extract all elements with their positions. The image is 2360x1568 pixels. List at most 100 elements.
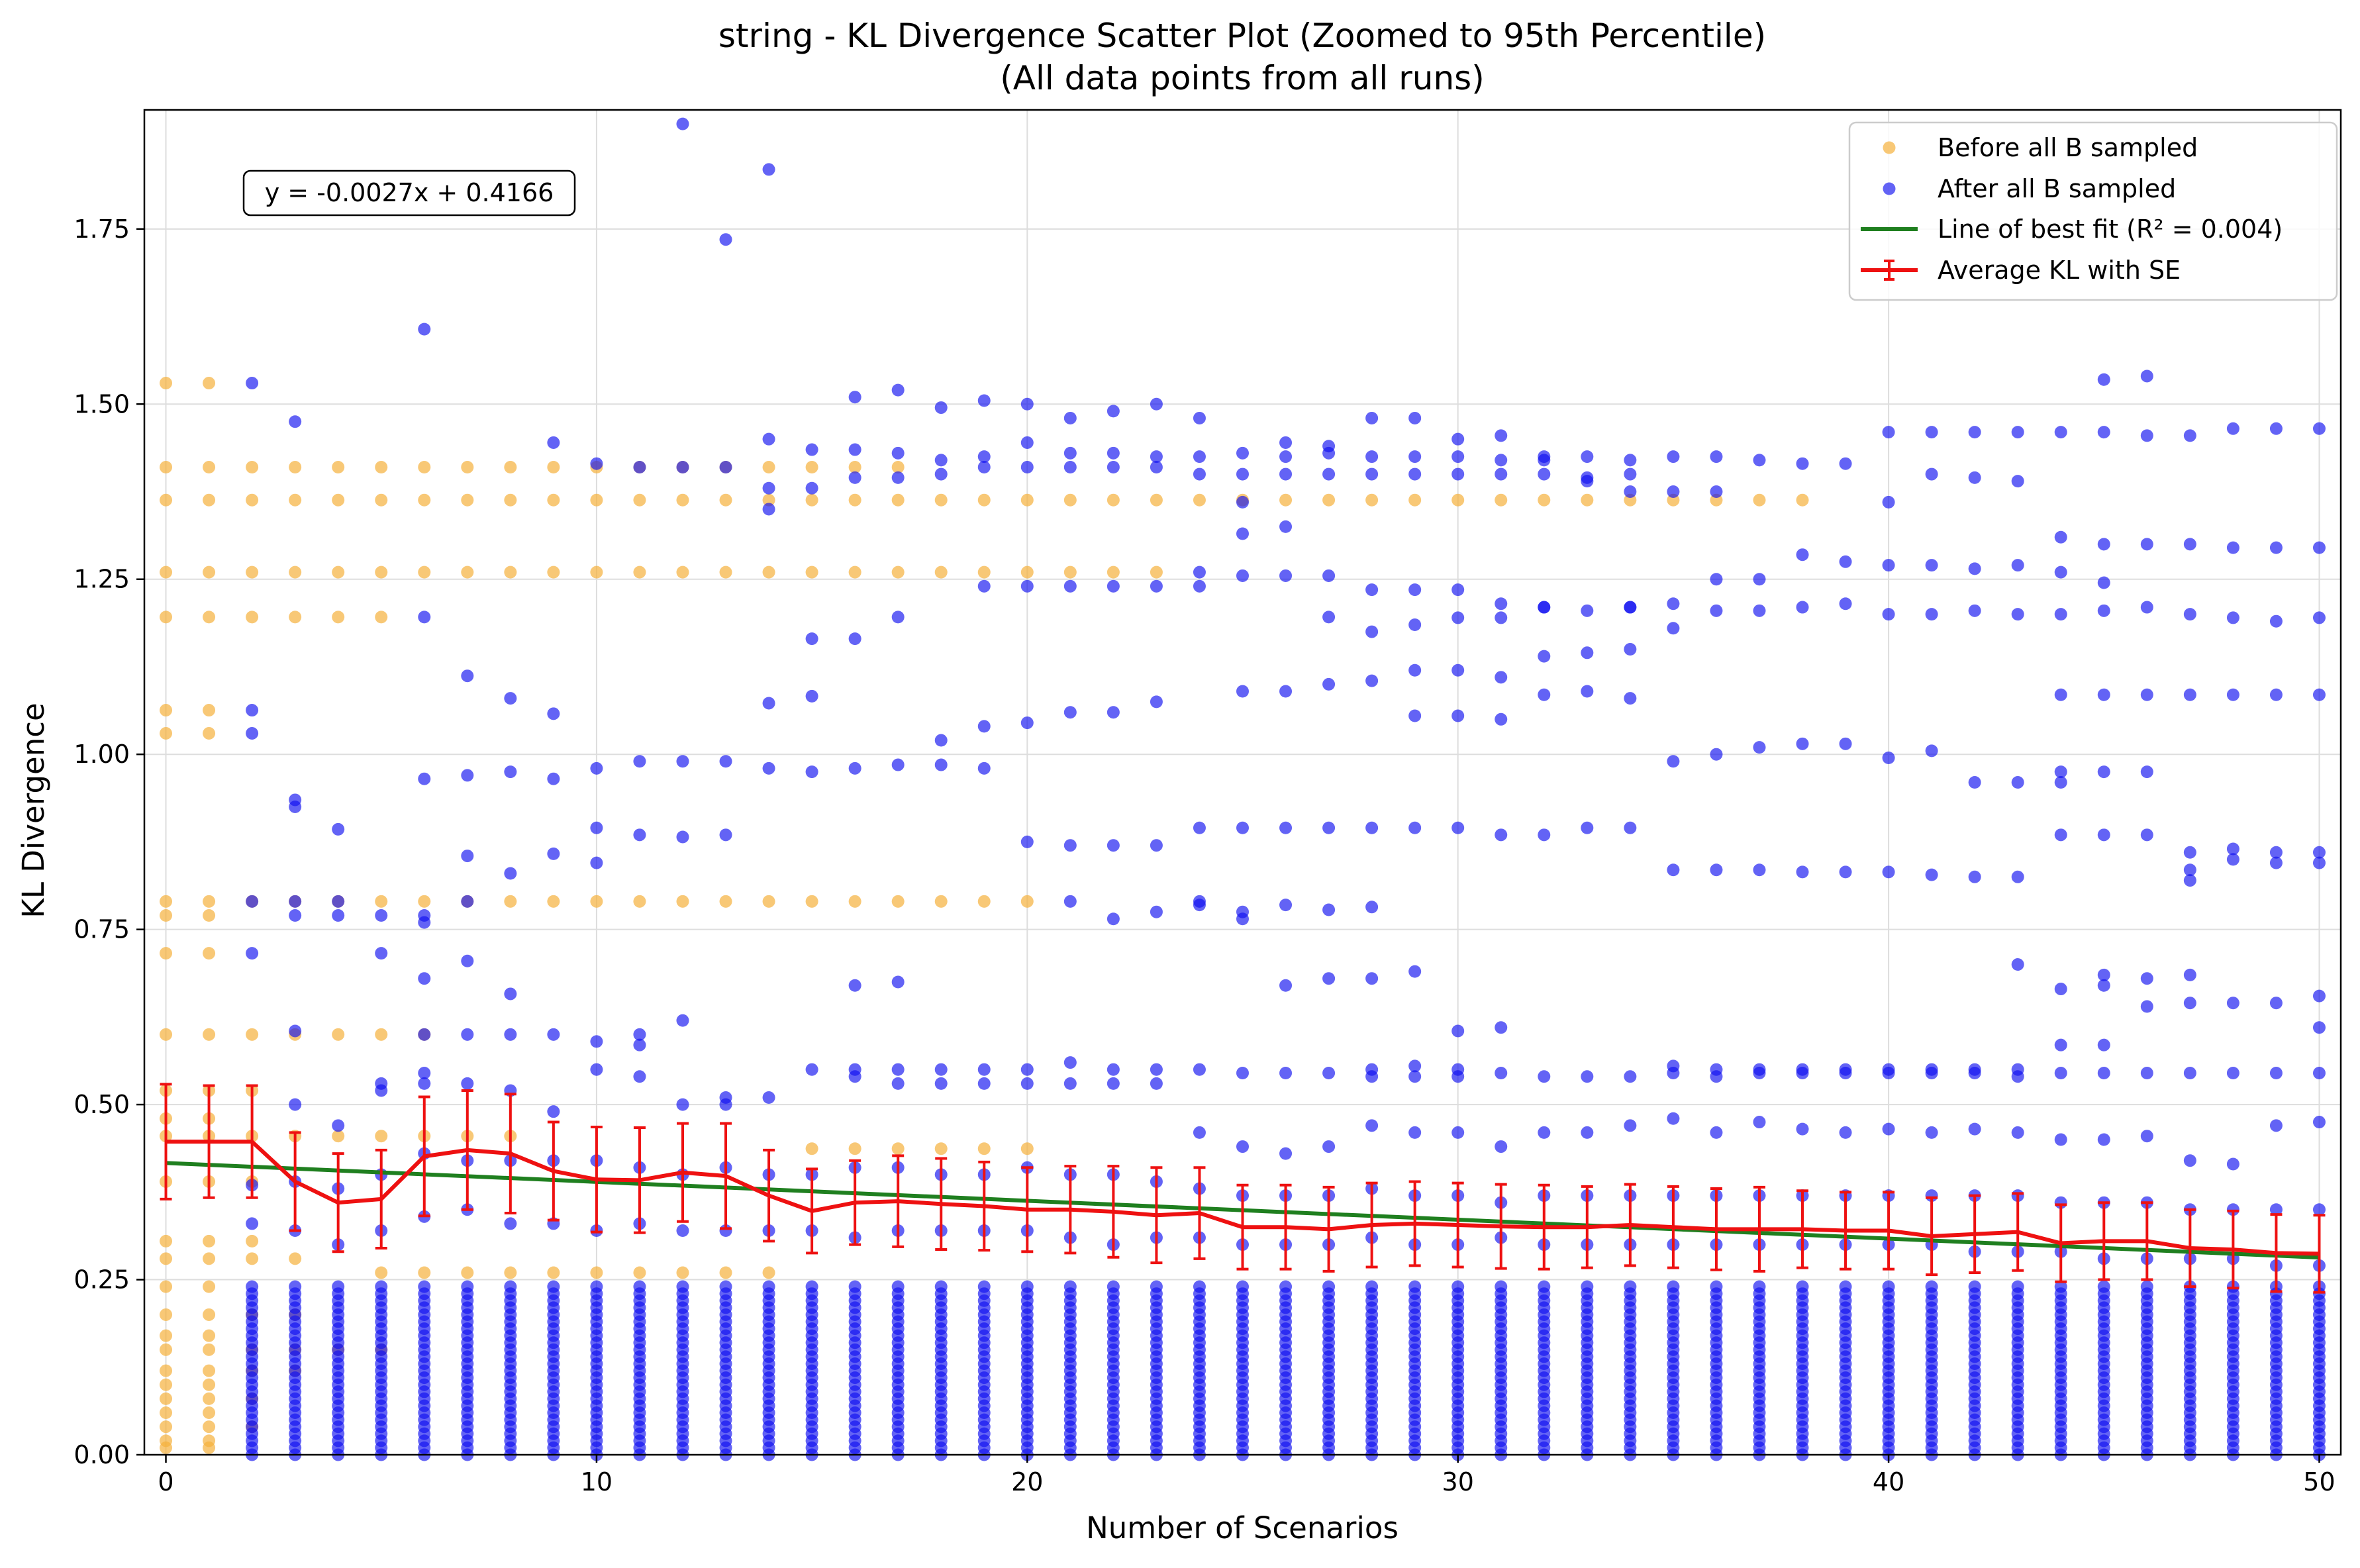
point-after xyxy=(1365,972,1379,985)
point-after xyxy=(1796,457,1809,470)
point-after xyxy=(1495,1280,1508,1293)
point-after xyxy=(1365,901,1379,914)
point-after xyxy=(848,1070,861,1083)
point-after xyxy=(805,1280,818,1293)
average-line-layer xyxy=(160,1083,2326,1294)
point-before xyxy=(504,565,517,579)
point-after xyxy=(848,1280,861,1293)
point-after xyxy=(1408,618,1422,631)
point-after xyxy=(461,669,474,683)
point-after xyxy=(1753,741,1766,754)
legend-marker-before xyxy=(1883,141,1896,154)
point-after xyxy=(848,391,861,404)
point-before xyxy=(633,1266,646,1279)
point-before xyxy=(203,947,216,960)
point-after xyxy=(1925,559,1938,572)
legend-errorbar-sample xyxy=(1861,260,1918,281)
point-before xyxy=(203,1364,216,1377)
point-before xyxy=(504,1266,517,1279)
point-after xyxy=(289,908,302,922)
point-before xyxy=(418,460,431,473)
point-after xyxy=(504,1217,517,1230)
point-after xyxy=(2054,565,2067,579)
point-after xyxy=(1882,865,1895,879)
point-before xyxy=(160,1234,173,1248)
point-after xyxy=(891,611,905,624)
point-after xyxy=(2183,997,2196,1010)
point-before xyxy=(934,565,948,579)
point-after xyxy=(2011,1280,2024,1293)
point-after xyxy=(289,895,302,908)
point-after xyxy=(2226,611,2239,624)
point-after xyxy=(1063,839,1077,852)
point-before xyxy=(891,460,905,473)
point-after xyxy=(1495,712,1508,726)
point-after xyxy=(1968,562,1981,575)
point-after xyxy=(2312,1203,2326,1216)
point-after xyxy=(504,765,517,779)
point-after xyxy=(2054,828,2067,842)
point-after xyxy=(547,1028,560,1041)
point-after xyxy=(2312,856,2326,869)
point-after xyxy=(246,947,259,960)
point-after xyxy=(1581,475,1594,488)
point-after xyxy=(2097,604,2110,617)
point-after xyxy=(547,772,560,785)
point-before xyxy=(762,895,775,908)
point-before xyxy=(762,1266,775,1279)
point-after xyxy=(1882,1066,1895,1079)
point-before xyxy=(547,460,560,473)
point-before xyxy=(375,895,388,908)
point-before xyxy=(977,493,991,507)
point-after xyxy=(1193,1280,1206,1293)
point-after xyxy=(719,755,732,768)
legend-label-before: Before all B sampled xyxy=(1938,133,2198,162)
point-after xyxy=(1150,397,1163,411)
point-after xyxy=(418,322,431,336)
point-after xyxy=(1624,1070,1637,1083)
point-after xyxy=(2054,765,2067,779)
point-after xyxy=(676,1014,689,1027)
point-after xyxy=(633,828,646,842)
point-after xyxy=(2011,608,2024,621)
point-after xyxy=(977,720,991,733)
point-after xyxy=(1150,695,1163,709)
point-before xyxy=(332,460,345,473)
point-after xyxy=(1538,601,1551,614)
point-after xyxy=(246,1217,259,1230)
point-after xyxy=(1365,1070,1379,1083)
point-before xyxy=(1063,565,1077,579)
point-after xyxy=(1796,1066,1809,1079)
point-after xyxy=(1063,1056,1077,1069)
point-after xyxy=(1667,1112,1680,1125)
point-after xyxy=(2269,997,2283,1010)
point-before xyxy=(762,565,775,579)
point-after xyxy=(1322,903,1336,916)
point-after xyxy=(1968,870,1981,883)
point-after xyxy=(1882,751,1895,764)
point-before xyxy=(332,1028,345,1041)
point-after xyxy=(1710,1280,1723,1293)
point-after xyxy=(1063,446,1077,460)
point-after xyxy=(2183,846,2196,859)
point-after xyxy=(1236,569,1249,582)
point-after xyxy=(504,1280,517,1293)
point-after xyxy=(1495,671,1508,684)
point-before xyxy=(676,1266,689,1279)
point-after xyxy=(762,481,775,495)
point-after xyxy=(1839,555,1852,568)
point-before xyxy=(461,565,474,579)
point-after xyxy=(461,769,474,782)
point-after xyxy=(2097,968,2110,981)
point-after xyxy=(461,954,474,967)
point-after xyxy=(418,1280,431,1293)
point-before xyxy=(805,493,818,507)
point-after xyxy=(977,394,991,407)
point-before xyxy=(1451,493,1465,507)
point-before xyxy=(160,565,173,579)
point-after xyxy=(2054,983,2067,996)
point-after xyxy=(891,471,905,484)
point-after xyxy=(1839,865,1852,879)
y-tick-label: 0.75 xyxy=(74,915,130,944)
point-after xyxy=(1968,776,1981,789)
